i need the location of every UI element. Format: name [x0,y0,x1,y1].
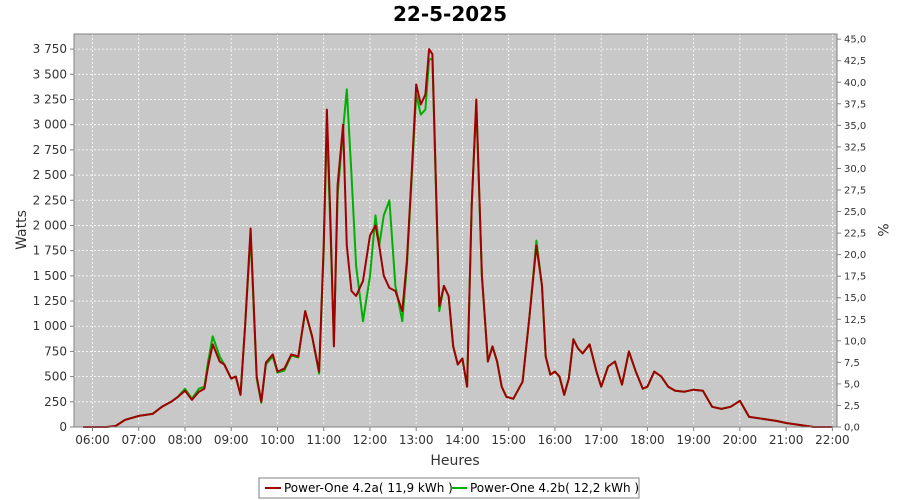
y-tick-label: 2 000 [33,218,67,232]
y-tick-label: 1 000 [33,319,67,333]
y2-tick-label: 10,0 [844,336,866,347]
legend: Power-One 4.2a( 11,9 kWh ) Power-One 4.2… [258,477,640,499]
x-tick-label: 12:00 [353,433,388,447]
y2-tick-label: 22,5 [844,229,866,240]
y-tick-label: 3 250 [33,93,67,107]
series-layer [83,48,833,428]
y2-tick-label: 15,0 [844,293,866,304]
legend-label-series-b: Power-One 4.2b( 12,2 kWh ) [470,481,639,495]
y2-axis-label: % [874,223,890,236]
x-tick-label: 15:00 [491,433,526,447]
y2-tick-label: 2,5 [844,401,860,412]
y-tick-label: 2 750 [33,143,67,157]
y-tick-label: 2 500 [33,168,67,182]
y-tick-label: 0 [59,420,67,434]
x-axis: 06:00 07:00 08:00 09:00 10:00 11:00 12:00 13:00… [75,427,850,447]
y-axis-right: 0,0 2,5 5,0 7,5 10,0 12,5 15,0 17,5 20,0 22,5 25,0… [836,34,866,434]
x-tick-label: 20:00 [723,433,758,447]
y-tick-label: 3 500 [33,67,67,81]
y2-tick-label: 12,5 [844,315,866,326]
y-axis-left: 0 250 500 750 1 000 1 250 1 500 1 750 2 000 2 250… [33,34,75,434]
x-tick-label: 08:00 [168,433,203,447]
x-tick-label: 06:00 [75,433,110,447]
y-tick-label: 2 250 [33,193,67,207]
x-tick-label: 18:00 [630,433,665,447]
y-tick-label: 1 750 [33,244,67,258]
y2-tick-label: 5,0 [844,379,860,390]
y2-tick-label: 27,5 [844,185,866,196]
y-tick-label: 3 750 [33,42,67,56]
y2-tick-label: 45,0 [844,35,866,46]
x-tick-label: 17:00 [584,433,619,447]
y2-tick-label: 17,5 [844,272,866,283]
y-tick-label: 1 500 [33,269,67,283]
y2-tick-label: 0,0 [844,423,860,434]
x-tick-label: 19:00 [676,433,711,447]
x-tick-label: 13:00 [399,433,434,447]
y2-tick-label: 35,0 [844,121,866,132]
x-tick-label: 16:00 [538,433,573,447]
y-tick-label: 1 250 [33,294,67,308]
y2-tick-label: 30,0 [844,164,866,175]
y2-tick-label: 40,0 [844,78,866,89]
x-tick-label: 10:00 [260,433,295,447]
series-line-a [83,48,833,428]
x-tick-label: 07:00 [121,433,156,447]
x-tick-label: 14:00 [445,433,480,447]
y2-tick-label: 20,0 [844,250,866,261]
y-tick-label: 500 [44,370,67,384]
y2-tick-label: 32,5 [844,142,866,153]
x-tick-label: 21:00 [769,433,804,447]
x-tick-label: 09:00 [214,433,249,447]
y-tick-label: 3 000 [33,118,67,132]
y-axis-label: Watts [14,210,30,250]
x-tick-label: 11:00 [306,433,341,447]
x-axis-label: Heures [430,453,479,469]
y2-tick-label: 25,0 [844,207,866,218]
plot-area [74,34,837,427]
chart-title: 22-5-2025 [393,2,507,26]
y2-tick-label: 7,5 [844,358,860,369]
y-tick-label: 250 [44,395,67,409]
y2-tick-label: 37,5 [844,99,866,110]
y-tick-label: 750 [44,344,67,358]
y2-tick-label: 42,5 [844,56,866,67]
legend-box [258,477,640,499]
x-tick-label: 22:00 [815,433,850,447]
legend-label-series-a: Power-One 4.2a( 11,9 kWh ) [284,481,453,495]
